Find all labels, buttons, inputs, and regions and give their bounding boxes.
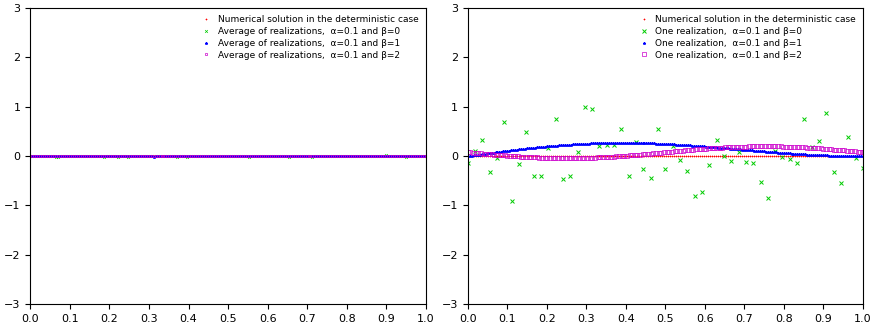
Average of realizations,  α=0.1 and β=0 [41, 154, 52, 158]
One realization,  α=0.1 and β=1 [463, 154, 473, 158]
Average of realizations,  α=0.1 and β=1 [420, 154, 431, 158]
One realization,  α=0.1 and β=1 [618, 141, 628, 145]
One realization,  α=0.1 and β=0 [506, 199, 517, 203]
Average of realizations,  α=0.1 and β=0 [49, 154, 60, 158]
One realization,  α=0.1 and β=0 [565, 174, 576, 178]
Average of realizations,  α=0.1 and β=1 [132, 154, 143, 158]
Average of realizations,  α=0.1 and β=1 [51, 154, 61, 158]
Average of realizations,  α=0.1 and β=0 [391, 154, 401, 158]
Average of realizations,  α=0.1 and β=2 [99, 154, 110, 158]
Legend: Numerical solution in the deterministic case, Average of realizations,  α=0.1 an: Numerical solution in the deterministic … [197, 13, 421, 62]
Average of realizations,  α=0.1 and β=2 [180, 154, 191, 158]
Average of realizations,  α=0.1 and β=0 [381, 154, 392, 157]
Average of realizations,  α=0.1 and β=2 [49, 154, 60, 158]
One realization,  α=0.1 and β=1 [536, 145, 547, 149]
Average of realizations,  α=0.1 and β=1 [25, 154, 36, 158]
One realization,  α=0.1 and β=2 [622, 154, 632, 157]
Line: Average of realizations,  α=0.1 and β=0: Average of realizations, α=0.1 and β=0 [29, 154, 427, 158]
Numerical solution in the deterministic case [386, 154, 397, 158]
One realization,  α=0.1 and β=2 [738, 145, 749, 149]
Numerical solution in the deterministic case [536, 154, 547, 158]
Average of realizations,  α=0.1 and β=0 [173, 155, 183, 159]
Numerical solution in the deterministic case [99, 154, 110, 158]
Average of realizations,  α=0.1 and β=1 [391, 154, 401, 158]
One realization,  α=0.1 and β=0 [858, 166, 868, 170]
Numerical solution in the deterministic case [131, 154, 141, 158]
Numerical solution in the deterministic case [49, 154, 60, 158]
One realization,  α=0.1 and β=1 [486, 151, 497, 155]
Numerical solution in the deterministic case [420, 154, 431, 158]
Average of realizations,  α=0.1 and β=1 [43, 154, 53, 157]
Numerical solution in the deterministic case [838, 154, 849, 158]
Average of realizations,  α=0.1 and β=0 [131, 154, 141, 158]
Line: Numerical solution in the deterministic case: Numerical solution in the deterministic … [466, 155, 865, 157]
One realization,  α=0.1 and β=2 [858, 150, 868, 154]
Average of realizations,  α=0.1 and β=2 [311, 154, 321, 158]
One realization,  α=0.1 and β=0 [513, 162, 524, 166]
Average of realizations,  α=0.1 and β=1 [405, 154, 415, 158]
One realization,  α=0.1 and β=2 [688, 148, 698, 152]
Average of realizations,  α=0.1 and β=0 [405, 154, 415, 158]
Line: One realization,  α=0.1 and β=1: One realization, α=0.1 and β=1 [466, 141, 865, 157]
Average of realizations,  α=0.1 and β=2 [25, 154, 36, 158]
Numerical solution in the deterministic case [858, 154, 868, 158]
One realization,  α=0.1 and β=1 [478, 152, 489, 156]
One realization,  α=0.1 and β=0 [851, 156, 861, 160]
One realization,  α=0.1 and β=0 [829, 170, 839, 174]
Average of realizations,  α=0.1 and β=2 [41, 154, 52, 158]
Average of realizations,  α=0.1 and β=0 [99, 155, 110, 159]
One realization,  α=0.1 and β=0 [463, 161, 473, 165]
One realization,  α=0.1 and β=0 [543, 146, 554, 150]
Line: Numerical solution in the deterministic case: Numerical solution in the deterministic … [29, 155, 427, 157]
Legend: Numerical solution in the deterministic case, One realization,  α=0.1 and β=0, O: Numerical solution in the deterministic … [634, 13, 858, 62]
One realization,  α=0.1 and β=2 [595, 155, 605, 159]
Average of realizations,  α=0.1 and β=2 [131, 154, 141, 158]
Average of realizations,  α=0.1 and β=1 [148, 154, 159, 158]
Numerical solution in the deterministic case [463, 154, 473, 158]
Average of realizations,  α=0.1 and β=2 [391, 154, 401, 158]
Numerical solution in the deterministic case [25, 154, 36, 158]
Average of realizations,  α=0.1 and β=0 [420, 154, 431, 158]
One realization,  α=0.1 and β=0 [580, 105, 590, 109]
Numerical solution in the deterministic case [400, 154, 411, 158]
Average of realizations,  α=0.1 and β=2 [420, 154, 431, 158]
Average of realizations,  α=0.1 and β=1 [101, 154, 111, 158]
One realization,  α=0.1 and β=2 [463, 150, 473, 154]
One realization,  α=0.1 and β=1 [568, 142, 578, 146]
Average of realizations,  α=0.1 and β=0 [25, 154, 36, 158]
Numerical solution in the deterministic case [568, 154, 578, 158]
Numerical solution in the deterministic case [478, 154, 489, 158]
One realization,  α=0.1 and β=1 [826, 154, 837, 157]
Line: Average of realizations,  α=0.1 and β=1: Average of realizations, α=0.1 and β=1 [29, 154, 427, 158]
Numerical solution in the deterministic case [486, 154, 497, 158]
One realization,  α=0.1 and β=0 [624, 174, 634, 178]
Numerical solution in the deterministic case [824, 154, 835, 158]
Line: Average of realizations,  α=0.1 and β=2: Average of realizations, α=0.1 and β=2 [29, 154, 427, 158]
Line: One realization,  α=0.1 and β=2: One realization, α=0.1 and β=2 [466, 144, 865, 160]
One realization,  α=0.1 and β=2 [561, 156, 571, 160]
One realization,  α=0.1 and β=2 [672, 149, 682, 153]
Numerical solution in the deterministic case [41, 154, 52, 158]
Average of realizations,  α=0.1 and β=1 [41, 154, 52, 158]
One realization,  α=0.1 and β=1 [840, 154, 851, 158]
One realization,  α=0.1 and β=1 [858, 154, 868, 158]
One realization,  α=0.1 and β=2 [794, 145, 804, 149]
Line: One realization,  α=0.1 and β=0: One realization, α=0.1 and β=0 [466, 105, 865, 203]
Average of realizations,  α=0.1 and β=2 [405, 154, 415, 158]
One realization,  α=0.1 and β=2 [759, 144, 770, 148]
